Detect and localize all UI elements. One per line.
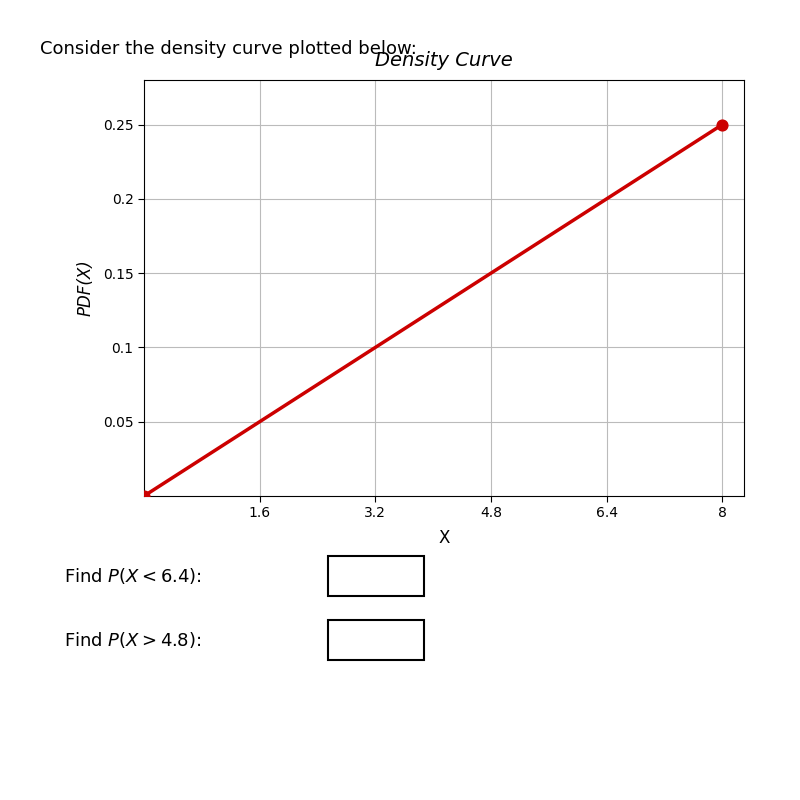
Point (138, 490, 150, 502)
Text: Consider the density curve plotted below:: Consider the density curve plotted below… (40, 40, 417, 58)
Point (716, 118, 729, 131)
Title: Density Curve: Density Curve (375, 51, 513, 70)
X-axis label: X: X (438, 529, 450, 546)
Y-axis label: PDF(X): PDF(X) (77, 260, 94, 316)
FancyBboxPatch shape (328, 556, 424, 596)
Text: Find $P(X < 6.4)$:: Find $P(X < 6.4)$: (64, 566, 202, 586)
FancyBboxPatch shape (328, 620, 424, 660)
Text: Find $P(X > 4.8)$:: Find $P(X > 4.8)$: (64, 630, 202, 650)
